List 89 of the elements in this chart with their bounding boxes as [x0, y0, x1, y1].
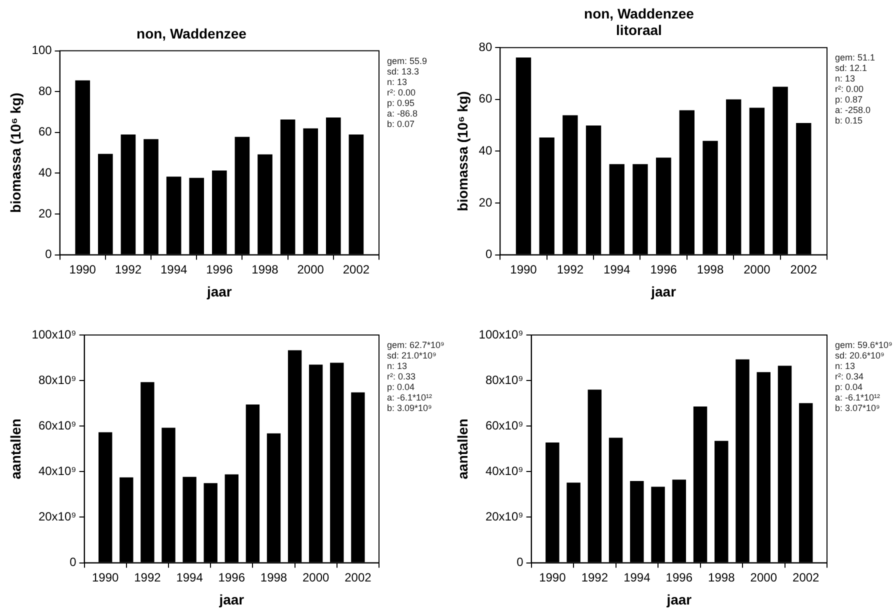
x-tick-label: 1998 — [708, 570, 736, 584]
y-tick-label: 40 — [38, 166, 52, 180]
y-tick-label: 20x10⁹ — [38, 510, 76, 524]
y-tick-label: 20x10⁹ — [485, 510, 524, 524]
x-tick-label: 2000 — [297, 262, 324, 276]
y-tick-label: 60 — [38, 124, 52, 139]
x-tick-label: 2002 — [344, 570, 372, 584]
text: a: -258.0 — [835, 105, 871, 116]
x-tick-label: 1992 — [581, 570, 608, 584]
x-tick-label: 1998 — [696, 262, 724, 276]
x-tick-label: 1996 — [650, 262, 678, 276]
text: r²: 0.00 — [387, 87, 416, 98]
text: gem: 55.9 — [387, 56, 428, 66]
text: gem: 59.6*10⁹ — [835, 340, 893, 350]
text: p: 0.04 — [387, 382, 415, 392]
x-tick-label: 1994 — [176, 570, 204, 584]
y-tick-label: 20 — [478, 195, 492, 210]
text: r²: 0.34 — [835, 371, 864, 382]
text: sd: 21.0*10⁹ — [387, 350, 437, 360]
x-tick-label: 2002 — [342, 262, 370, 276]
text: b: 0.15 — [835, 116, 863, 126]
text: p: 0.95 — [387, 98, 415, 108]
x-axis-title: jaar — [218, 591, 245, 608]
y-axis-title: biomassa (10⁶ kg) — [454, 91, 470, 212]
y-axis-title: aantallen — [7, 418, 24, 480]
x-axis-title: jaar — [650, 283, 677, 300]
x-axis-title: jaar — [666, 591, 692, 608]
text: n: 13 — [387, 360, 408, 371]
x-tick-label: 1990 — [510, 262, 538, 276]
text: b: 3.09*10⁹ — [387, 402, 432, 413]
text: a: -6.1*10¹² — [835, 392, 880, 402]
text: a: -86.8 — [387, 108, 418, 118]
x-tick-label: 1992 — [556, 262, 584, 276]
x-tick-label: 1994 — [604, 262, 631, 276]
text: gem: 62.7*10⁹ — [387, 340, 445, 350]
text: r²: 0.33 — [387, 371, 416, 382]
chart-title: non, Waddenzee — [136, 25, 247, 42]
x-tick-label: 1990 — [69, 262, 96, 276]
x-tick-label: 1994 — [624, 570, 651, 584]
x-tick-label: 2000 — [750, 570, 778, 584]
y-tick-label: 80x10⁹ — [38, 372, 76, 387]
x-tick-label: 1992 — [114, 262, 142, 276]
y-tick-label: 100x10⁹ — [32, 327, 76, 342]
x-tick-label: 1990 — [92, 570, 120, 584]
y-tick-label: 60 — [478, 92, 492, 106]
text: a: -6.1*10¹² — [387, 392, 432, 402]
y-tick-label: 0 — [516, 555, 524, 570]
text: n: 13 — [835, 360, 856, 371]
y-tick-label: 60x10⁹ — [38, 418, 76, 432]
text: r²: 0.00 — [835, 84, 864, 94]
x-tick-label: 1996 — [218, 570, 246, 584]
y-tick-label: 60x10⁹ — [485, 418, 524, 432]
text: sd: 13.3 — [387, 66, 420, 76]
y-tick-label: 40x10⁹ — [38, 464, 76, 478]
chart-title: non, Waddenzee litoraal — [584, 5, 694, 38]
y-tick-label: 0 — [70, 555, 77, 570]
y-tick-label: 40 — [478, 144, 492, 158]
x-tick-label: 1994 — [160, 262, 188, 276]
y-tick-label: 0 — [45, 247, 52, 262]
y-tick-label: 80x10⁹ — [485, 372, 524, 387]
text: b: 0.07 — [387, 118, 415, 129]
y-tick-label: 80 — [478, 40, 492, 54]
x-tick-label: 2000 — [744, 262, 771, 276]
text: sd: 12.1 — [835, 63, 868, 74]
text: b: 3.07*10⁹ — [835, 402, 880, 413]
x-tick-label: 2002 — [790, 262, 818, 276]
y-tick-label: 80 — [38, 84, 52, 98]
x-tick-label: 1996 — [666, 570, 693, 584]
x-tick-label: 1996 — [206, 262, 234, 276]
y-tick-label: 100x10⁹ — [478, 327, 524, 342]
y-tick-label: 100 — [32, 43, 52, 58]
text: p: 0.87 — [835, 94, 863, 105]
x-tick-label: 1990 — [539, 570, 566, 584]
x-tick-label: 2002 — [792, 570, 820, 584]
y-axis-title: aantallen — [454, 418, 470, 480]
text: gem: 51.1 — [835, 52, 876, 63]
x-tick-label: 1998 — [260, 570, 288, 584]
y-tick-label: 20 — [38, 206, 52, 220]
x-tick-label: 2000 — [302, 570, 330, 584]
x-tick-label: 1998 — [252, 262, 279, 276]
text: p: 0.04 — [835, 382, 863, 392]
text: n: 13 — [387, 76, 408, 87]
y-axis-title: biomassa (10⁶ kg) — [7, 92, 24, 213]
y-tick-label: 0 — [485, 247, 492, 262]
y-tick-label: 40x10⁹ — [485, 464, 524, 478]
text: n: 13 — [835, 74, 856, 84]
text: sd: 20.6*10⁹ — [835, 350, 885, 360]
x-axis-title: jaar — [206, 283, 232, 300]
x-tick-label: 1992 — [134, 570, 162, 584]
